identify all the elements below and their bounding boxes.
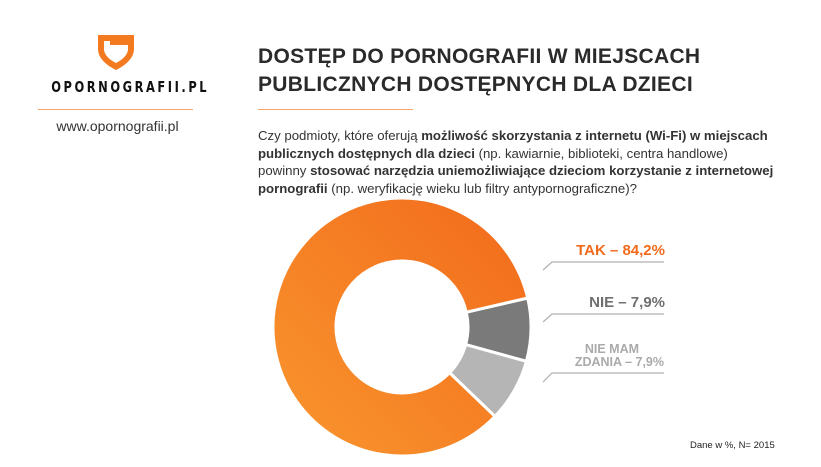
leader-line-tak [542,261,664,271]
survey-question: Czy podmioty, które oferują możliwość sk… [258,128,774,196]
website-url[interactable]: www.opornografii.pl [56,118,179,134]
logo-shield-icon [98,35,134,70]
title-line-2: PUBLICZNYCH DOSTĘPNYCH DLA DZIECI [258,73,693,96]
leader-line-no-opinion [542,372,664,383]
divider [38,109,193,110]
title-divider [258,109,413,110]
brand-name: OPORNOGRAFII.PL [51,78,210,96]
label-no-opinion: NIE MAM ZDANIA – 7,9% [574,342,664,369]
label-tak: TAK – 84,2% [576,242,665,259]
data-note: Dane w %, N= 2015 [690,440,775,451]
title-line-1: DOSTĘP DO PORNOGRAFII W MIEJSCACH [258,45,701,68]
leader-line-nie [542,313,664,323]
label-nie: NIE – 7,9% [589,294,665,311]
slice-tak [271,196,530,458]
page-title: DOSTĘP DO PORNOGRAFII W MIEJSCACH PUBLIC… [258,43,700,99]
